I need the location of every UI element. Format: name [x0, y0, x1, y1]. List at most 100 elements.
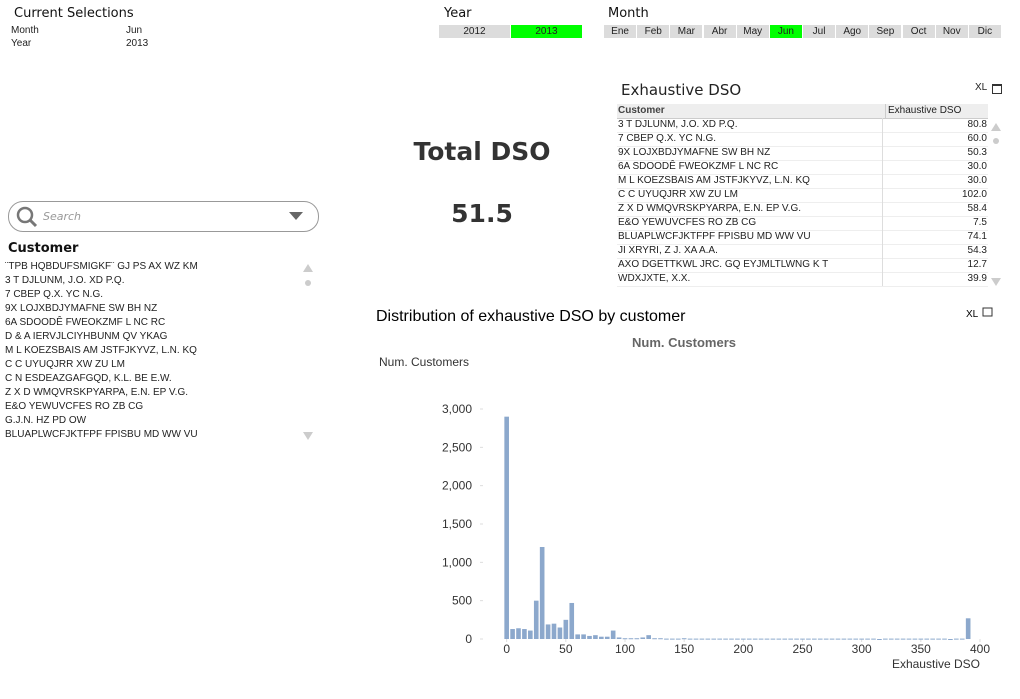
bar — [812, 638, 817, 640]
column-divider — [882, 258, 883, 272]
xl-button[interactable]: XL — [975, 82, 988, 93]
scroll-thumb[interactable] — [993, 138, 999, 144]
bar — [894, 638, 900, 640]
cell-dso: 30.0 — [967, 161, 987, 172]
list-item[interactable]: 3 T DJLUNM, J.O. XD P.Q. — [5, 275, 125, 286]
bar — [741, 638, 746, 640]
search-box[interactable]: Search — [8, 201, 319, 232]
list-item[interactable]: 6A SDOODÊ FWEOKZMF L NC RC — [5, 317, 166, 328]
scroll-down[interactable] — [991, 278, 1001, 286]
list-item[interactable]: C N ESDEAZGAFGQD, K.L. BE E.W. — [5, 373, 172, 384]
list-item[interactable]: Sep — [869, 25, 902, 38]
list-item[interactable]: G.J.N. HZ PD OW — [5, 415, 87, 426]
cell-customer: 6A SDOODÊ FWEOKZMF L NC RC — [618, 161, 779, 172]
scroll-up[interactable] — [991, 123, 1001, 131]
list-item[interactable]: Jul — [803, 25, 836, 38]
list-item[interactable]: Abr — [703, 25, 736, 38]
list-item[interactable]: Jun — [769, 25, 802, 38]
cell-customer: 3 T DJLUNM, J.O. XD P.Q. — [618, 119, 738, 130]
search-dropdown[interactable] — [288, 211, 304, 221]
list-item[interactable]: Ago — [836, 25, 869, 38]
list-item[interactable]: D & A IERVJLCIYHBUNM QV YKAG — [5, 331, 168, 342]
list-item[interactable]: Z X D WMQVRSKPYARPA, E.N. EP V.G. — [5, 387, 189, 398]
bar — [770, 638, 776, 640]
kpi-value: 51.5 — [451, 199, 513, 228]
list-item[interactable]: May — [736, 25, 769, 38]
column-divider — [882, 244, 883, 258]
list-item[interactable]: M L KOEZSBAIS AM JSTFJKYVZ, L.N. KQ — [5, 345, 197, 356]
list-item[interactable]: Nov — [935, 25, 968, 38]
column-divider — [882, 188, 883, 202]
scroll-down[interactable] — [303, 432, 313, 440]
list-item[interactable]: Mar — [670, 25, 703, 38]
scroll-up[interactable] — [303, 264, 313, 272]
bar — [587, 635, 592, 639]
x-tick-label: 200 — [733, 642, 753, 656]
maximize-button[interactable] — [982, 307, 993, 317]
column-divider — [882, 216, 883, 230]
list-item[interactable]: Feb — [637, 25, 670, 38]
xl-button[interactable]: XL — [966, 309, 979, 320]
cell-dso: 12.7 — [967, 259, 987, 270]
x-tick-label: 100 — [615, 642, 635, 656]
y-axis-label: Num. Customers — [379, 355, 469, 369]
bar — [693, 638, 699, 640]
customer-list: ¨TPB HQBDUFSMIGKF¨ GJ PS AX WZ KM 3 T DJL… — [5, 260, 295, 448]
y-tick-label: 1,000 — [442, 555, 472, 569]
month-title: Month — [608, 6, 649, 21]
customer-title: Customer — [8, 241, 79, 256]
list-item[interactable]: C C UYUQJRR XW ZU LM — [5, 359, 125, 370]
list-item[interactable]: Ene — [604, 25, 637, 38]
bar — [658, 638, 663, 640]
cell-dso: 60.0 — [967, 133, 987, 144]
selections-title: Current Selections — [14, 6, 134, 21]
y-tick-label: 500 — [452, 594, 472, 608]
list-item[interactable]: E&O YEWUVCFES RO ZB CG — [5, 401, 144, 412]
list-item[interactable]: 2013 — [511, 25, 582, 38]
maximize-button[interactable] — [992, 84, 1002, 94]
bar — [817, 638, 823, 640]
chart-panel-title: Distribution of exhaustive DSO by custom… — [376, 308, 686, 325]
column-divider — [882, 160, 883, 174]
bar — [764, 638, 770, 640]
x-tick-label: 0 — [503, 642, 510, 656]
list-item[interactable]: 2012 — [439, 25, 510, 38]
list-item[interactable]: Dic — [968, 25, 1001, 38]
list-item[interactable]: ¨TPB HQBDUFSMIGKF¨ GJ PS AX WZ KM — [5, 261, 198, 272]
search-icon — [16, 206, 38, 228]
column-divider — [882, 230, 883, 244]
bar — [533, 600, 539, 639]
bar — [516, 628, 521, 639]
cell-customer: 7 CBEP Q.X. YC N.G. — [618, 133, 716, 144]
table-row: M L KOEZSBAIS AM JSTFJKYVZ, L.N. KQ 30.0 — [617, 174, 988, 189]
bar — [616, 637, 622, 639]
bar — [675, 638, 681, 640]
bar — [758, 638, 764, 640]
table-row: C C UYUQJRR XW ZU LM 102.0 — [617, 188, 988, 203]
list-item[interactable]: Oct — [902, 25, 935, 38]
bar — [646, 635, 651, 639]
customer-scrollbar[interactable] — [301, 262, 315, 444]
bar — [610, 630, 616, 639]
cell-customer: E&O YEWUVCFES RO ZB CG — [618, 217, 757, 228]
bar — [569, 602, 575, 639]
table-scrollbar[interactable] — [989, 120, 1003, 290]
scroll-thumb[interactable] — [305, 280, 311, 286]
column-divider — [882, 132, 883, 146]
x-tick-label: 400 — [970, 642, 990, 656]
year-title: Year — [444, 6, 472, 21]
cell-dso: 39.9 — [967, 273, 987, 284]
selection-field: Month — [11, 25, 39, 36]
bar — [628, 638, 634, 640]
cell-dso: 30.0 — [967, 175, 987, 186]
bar — [670, 638, 675, 640]
list-item[interactable]: BLUAPLWCFJKTFPF FPISBU MD WW VU — [5, 429, 198, 440]
bar — [640, 637, 646, 639]
list-item[interactable]: 7 CBEP Q.X. YC N.G. — [5, 289, 103, 300]
table: Customer Exhaustive DSO 3 T DJLUNM, J.O. X… — [617, 104, 988, 291]
x-tick-label: 50 — [559, 642, 573, 656]
bar — [528, 630, 533, 639]
list-item[interactable]: 9X LOJXBDJYMAFNE SW BH NZ — [5, 303, 158, 314]
